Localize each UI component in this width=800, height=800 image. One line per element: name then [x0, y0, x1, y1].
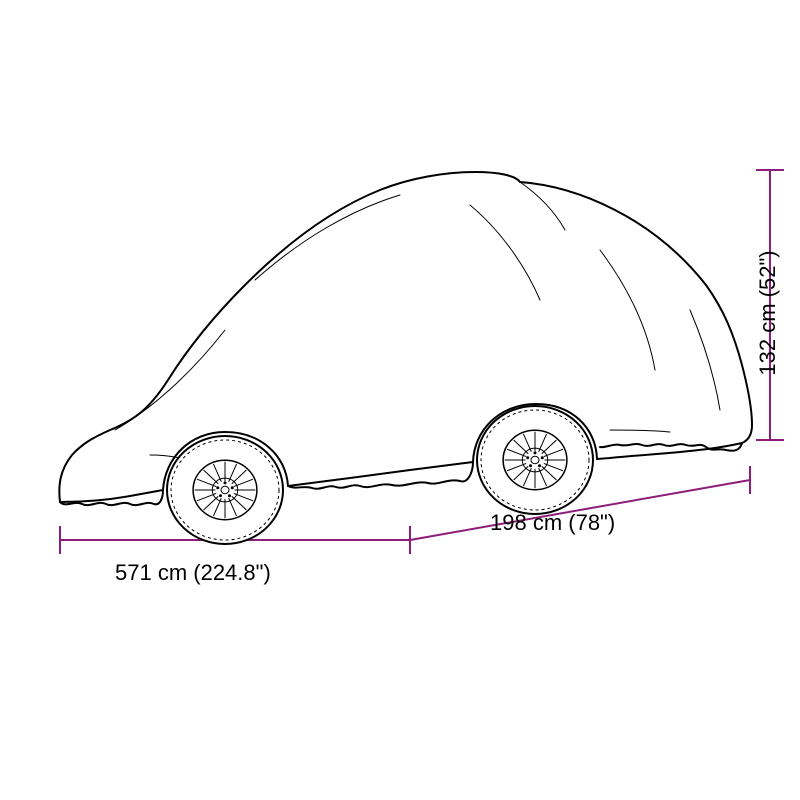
rear-wheel-bolt — [538, 464, 541, 467]
height-label: 132 cm (52") — [755, 213, 781, 413]
car-cover-outline — [59, 172, 752, 502]
front-wheel-bolt — [224, 481, 227, 484]
width-label: 198 cm (78") — [490, 510, 615, 536]
front-wheel-bolt — [231, 486, 234, 489]
rear-wheel-bolt — [541, 456, 544, 459]
rear-wheel-bolt — [526, 456, 529, 459]
front-wheel-bolt — [219, 494, 222, 497]
front-wheel-bolt — [228, 494, 231, 497]
rear-wheel-bolt — [529, 464, 532, 467]
length-label: 571 cm (224.8") — [115, 560, 271, 586]
rear-wheel-bolt — [534, 451, 537, 454]
front-wheel-bolt — [216, 486, 219, 489]
